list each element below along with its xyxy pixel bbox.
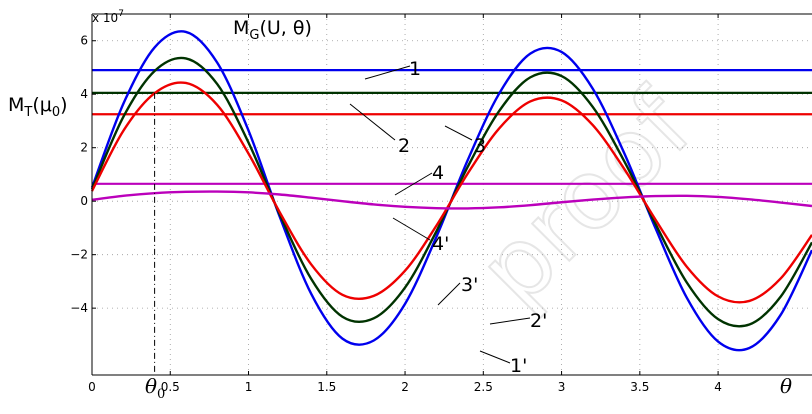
mt-label: MT(μ0) [8,94,68,120]
y-tick-label: 6 [80,34,88,48]
y-tick-label: −4 [70,301,88,315]
x-tick-label: 0 [88,380,96,394]
x-tick-label: 3.5 [630,380,649,394]
y-tick-label: 4 [80,87,88,101]
x-tick-label: 2.5 [474,380,493,394]
axes [91,13,812,376]
theta0-label: θ0 [145,374,165,402]
curves [90,30,812,352]
horizontal-lines [92,69,812,185]
grid [91,14,812,375]
curve-label-3-prime: 3' [461,274,478,296]
y-tick-label: −2 [70,248,88,262]
curve-label-1-prime: 1' [510,355,527,377]
series-4' [91,190,812,210]
x-tick-label: 0.5 [161,380,180,394]
x-tick-label: 3 [558,380,566,394]
x-tick-label: 1.5 [317,380,336,394]
curve-label-4: 4 [432,162,444,184]
y-tick-label: 2 [80,141,88,155]
x-tick-label: 1 [245,380,253,394]
x-tick-label: 2 [401,380,409,394]
chart-title: MG(U, θ) [233,17,312,43]
x-tick-label: 4 [714,380,722,394]
curve-label-1: 1 [409,58,421,80]
series-3' [90,81,812,304]
curve-label-4-prime: 4' [432,233,449,255]
curve-label-3: 3 [474,135,486,157]
curve-label-2: 2 [398,135,410,157]
watermark-text: proof [457,69,714,326]
curve-label-2-prime: 2' [530,310,547,332]
annotation-leaders [349,65,531,364]
x-axis-label: θ [780,374,792,398]
y-multiplier: x 107 [92,9,124,25]
y-tick-label: 0 [80,194,88,208]
